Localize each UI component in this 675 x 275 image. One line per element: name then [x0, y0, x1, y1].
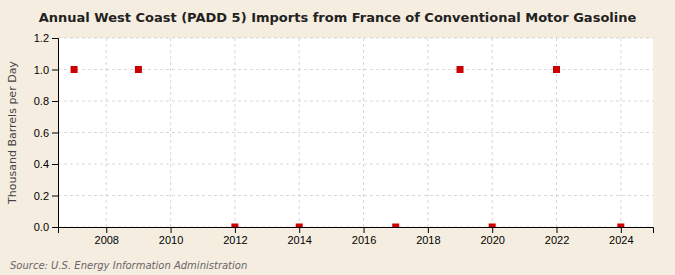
points	[71, 66, 625, 227]
x-tick: 2008	[95, 227, 119, 246]
point	[231, 224, 238, 228]
x-tick-mark	[106, 227, 107, 233]
point	[296, 224, 303, 228]
x-grid-line	[427, 38, 428, 227]
x-tick-mark	[235, 227, 236, 233]
x-tick-label: 2008	[95, 234, 119, 246]
x-tick: 2018	[416, 227, 440, 246]
x-axis-line	[59, 228, 654, 234]
point	[71, 66, 78, 73]
y-tick: 0.2	[34, 190, 58, 202]
point	[392, 224, 399, 228]
x-tick-label: 2014	[287, 234, 311, 246]
point	[457, 66, 464, 73]
y-grid-line	[58, 132, 653, 133]
x-tick-label: 2020	[480, 234, 504, 246]
x-tick: 2020	[480, 227, 504, 246]
y-tick-label: 0.0	[34, 221, 49, 233]
point	[135, 66, 142, 73]
x-tick-mark	[299, 227, 300, 233]
x-tick-mark	[171, 227, 172, 233]
y-grid-line	[58, 195, 653, 196]
x-tick: 2024	[609, 227, 633, 246]
y-grid-line	[58, 164, 653, 165]
y-axis-line	[52, 39, 59, 228]
y-axis: 0.0 0.2 0.4 0.6 0.8 1.0 1.2	[34, 32, 59, 233]
plot-background	[58, 38, 653, 227]
y-tick-mark	[52, 133, 58, 134]
x-tick-label: 2022	[545, 234, 569, 246]
x-tick-mark	[364, 227, 365, 233]
x-tick-mark	[492, 227, 493, 233]
x-axis: 2008 2010 2012 2014 2016 2018 2020 2022 2024	[59, 227, 654, 246]
y-tick-label: 0.8	[34, 95, 49, 107]
chart: 2008201020122014201620182020202220240.00…	[0, 0, 675, 275]
x-tick-label: 2010	[159, 234, 183, 246]
x-tick-mark	[428, 227, 429, 233]
y-tick: 1.2	[34, 32, 58, 44]
x-tick-label: 2024	[609, 234, 633, 246]
x-tick: 2016	[352, 227, 376, 246]
x-tick-label: 2012	[223, 234, 247, 246]
y-tick-label: 0.4	[34, 158, 49, 170]
x-grid-line	[170, 38, 171, 227]
y-grid-line	[58, 69, 653, 70]
x-tick-mark	[621, 227, 622, 233]
y-tick-label: 0.2	[34, 190, 49, 202]
x-tick-label: 2016	[352, 234, 376, 246]
y-tick-label: 1.0	[34, 64, 49, 76]
y-tick: 0.4	[34, 158, 58, 170]
y-tick-mark	[52, 101, 58, 102]
x-grid-line	[363, 38, 364, 227]
x-tick: 2012	[223, 227, 247, 246]
y-tick-mark	[52, 70, 58, 71]
y-tick-label: 0.6	[34, 127, 49, 139]
point	[489, 224, 496, 228]
x-tick-mark	[557, 227, 558, 233]
y-tick-label: 1.2	[34, 32, 49, 44]
title: Annual West Coast (PADD 5) Imports from …	[39, 10, 637, 25]
point	[553, 66, 560, 73]
y-grid-line	[58, 101, 653, 102]
x-tick: 2010	[159, 227, 183, 246]
x-tick: 2014	[287, 227, 311, 246]
x-tick: 2022	[545, 227, 569, 246]
y-tick: 0.8	[34, 95, 58, 107]
y-tick: 1.0	[34, 64, 58, 76]
y-tick-mark	[52, 38, 58, 39]
x-grid-line	[620, 38, 621, 227]
x-tick-label: 2018	[416, 234, 440, 246]
y-axis-title: Thousand Barrels per Day	[6, 61, 19, 205]
grid	[58, 38, 653, 227]
y-grid-line	[58, 38, 653, 39]
y-tick-mark	[52, 227, 58, 228]
point	[617, 224, 624, 228]
y-tick-mark	[52, 164, 58, 165]
plot: 2008201020122014201620182020202220240.00…	[34, 32, 654, 246]
background	[0, 0, 675, 275]
y-tick-mark	[52, 196, 58, 197]
y-tick: 0.6	[34, 127, 58, 139]
source-note: Source: U.S. Energy Information Administ…	[10, 260, 247, 271]
y-tick: 0.0	[34, 221, 58, 233]
